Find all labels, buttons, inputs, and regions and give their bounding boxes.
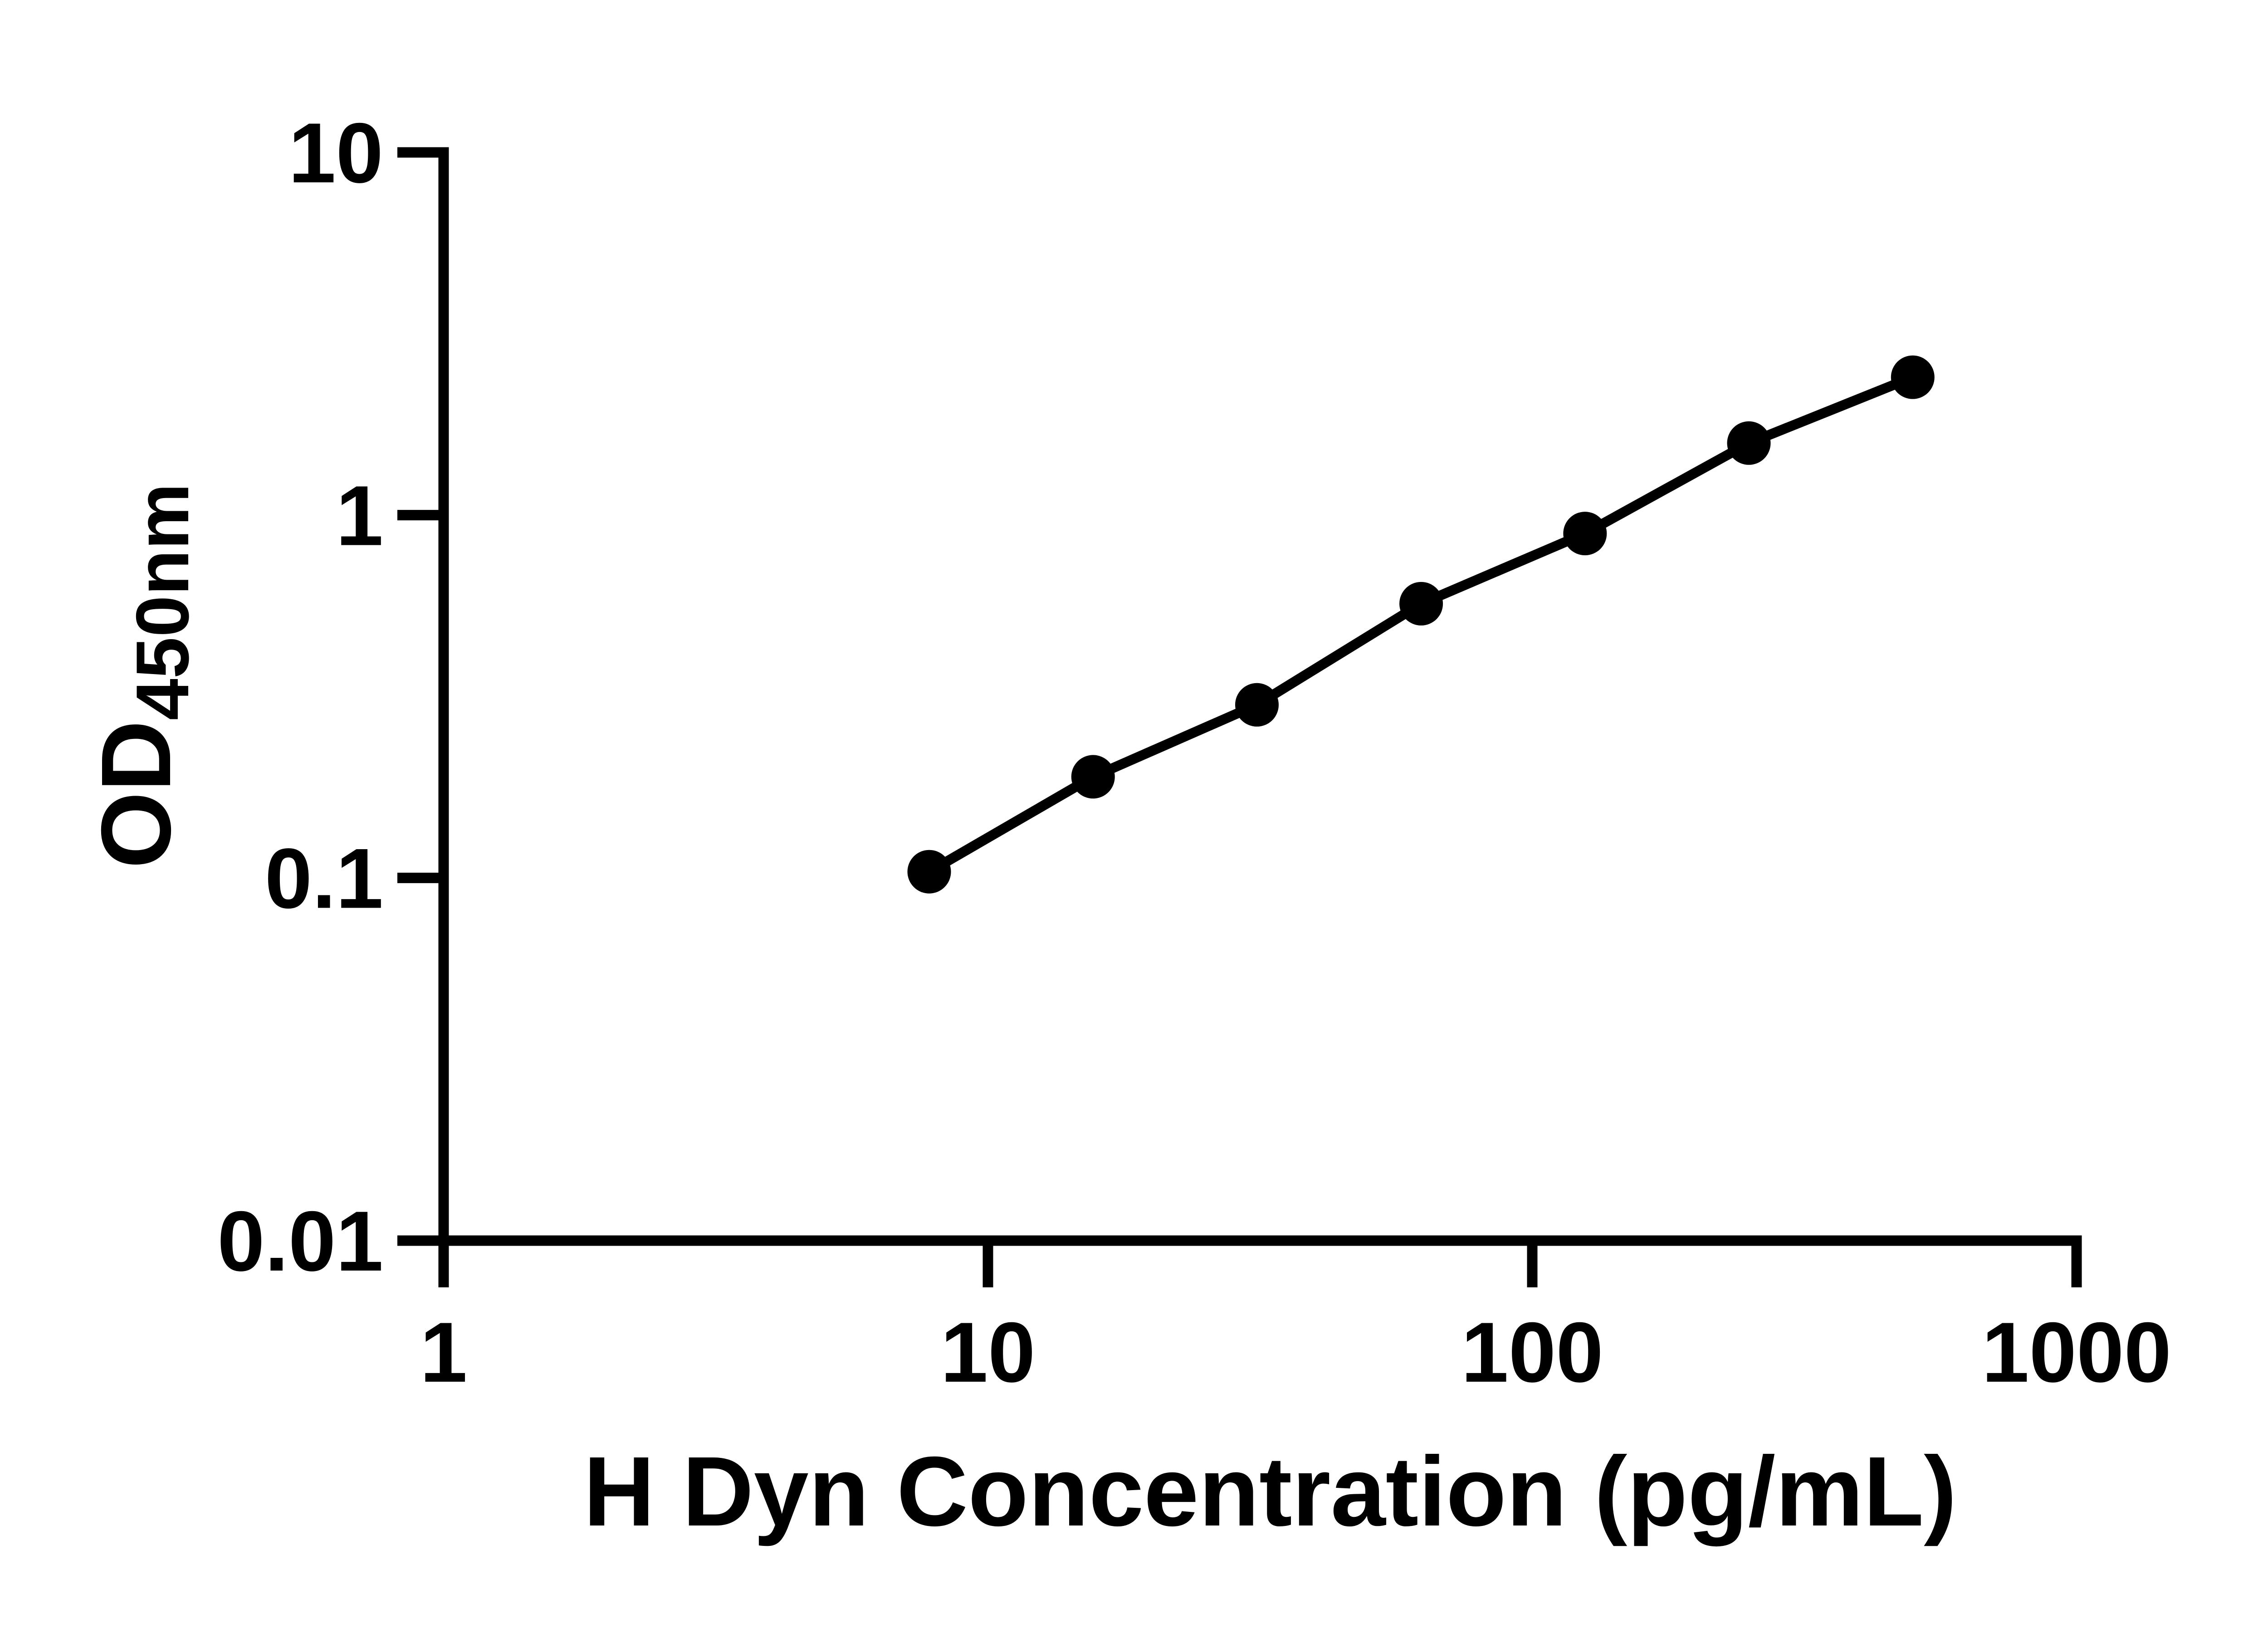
x-tick-label: 1 bbox=[420, 1305, 468, 1400]
y-tick-label: 0.1 bbox=[265, 831, 383, 926]
x-tick-label: 100 bbox=[1461, 1305, 1603, 1400]
y-tick-label: 0.01 bbox=[217, 1193, 383, 1289]
data-point bbox=[1399, 582, 1443, 626]
data-point bbox=[1563, 512, 1607, 556]
data-point bbox=[1071, 755, 1115, 799]
data-point bbox=[1891, 355, 1935, 399]
y-axis-title: OD450nm bbox=[81, 483, 204, 869]
y-axis-title-subscript: 450nm bbox=[121, 483, 204, 720]
x-tick-label: 1000 bbox=[1982, 1305, 2171, 1400]
data-point bbox=[1235, 683, 1279, 727]
x-axis-title: H Dyn Concentration (pg/mL) bbox=[583, 1437, 1957, 1547]
x-tick-label: 10 bbox=[940, 1305, 1035, 1400]
data-point bbox=[1727, 421, 1771, 465]
y-tick-label: 10 bbox=[288, 105, 383, 200]
axes: 10 1 0.1 0.01 1 10 100 1000 bbox=[217, 105, 2171, 1400]
data-point bbox=[907, 850, 951, 894]
y-axis-title-main: OD bbox=[81, 720, 191, 869]
y-tick-label: 1 bbox=[336, 468, 383, 563]
